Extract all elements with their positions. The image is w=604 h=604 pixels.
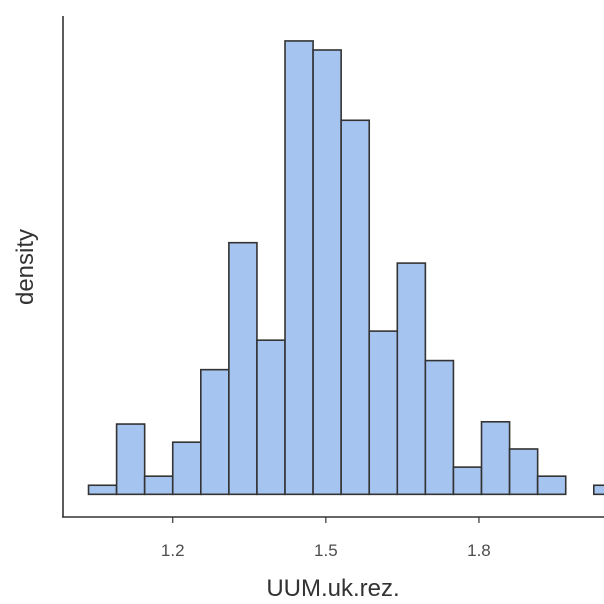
x-tick-label: 1.5 [314,541,338,560]
histogram-bar [340,119,371,496]
histogram-bar [480,420,511,496]
histogram-bar [396,262,427,496]
histogram-bar [284,40,314,496]
histogram-bar [312,49,342,496]
histogram-bar [143,475,174,496]
histogram-bar [424,359,455,496]
x-axis-title: UUM.uk.rez. [266,575,399,602]
histogram-bar [536,475,567,496]
histogram-bar [508,448,539,496]
histogram-bar [228,241,258,496]
x-tick-label: 1.2 [161,541,185,560]
histogram-bar [592,484,604,496]
histogram-bar [87,484,118,496]
histogram-bar [200,368,230,496]
histogram-bars [87,40,604,496]
x-axis-ticks: 1.2 1.5 1.8 [161,517,491,560]
y-axis-title: density [12,229,39,305]
histogram-bar [171,441,202,496]
histogram-bar [368,330,399,496]
histogram-bar [452,466,483,496]
histogram-bar [115,423,146,496]
x-tick-label: 1.8 [467,541,491,560]
histogram-bar [256,339,286,496]
